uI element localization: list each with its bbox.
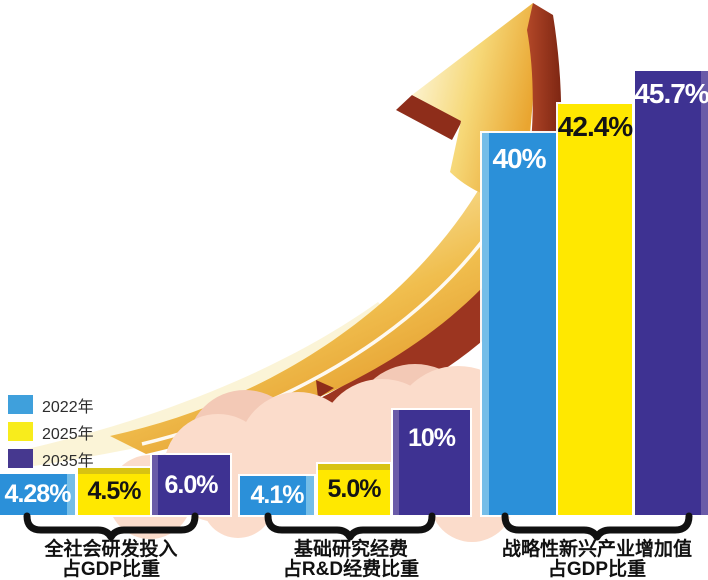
legend-item-2025: 2025年 — [8, 418, 94, 445]
bar-value-label: 5.0% — [327, 475, 382, 503]
bar-value-label: 4.5% — [87, 477, 142, 505]
bar-group1-2035: 6.0% — [152, 455, 230, 515]
bar-group2-2022: 4.1% — [240, 476, 314, 515]
bar-value-label: 40% — [492, 143, 546, 174]
bar-group2-2025: 5.0% — [318, 464, 390, 515]
bar-group1-2022: 4.28% — [0, 474, 75, 515]
legend-swatch-2022 — [8, 395, 33, 414]
group3-label-line2: 占GDP比重 — [547, 559, 647, 580]
group1-label-line2: 占GDP比重 — [61, 559, 161, 580]
group3-label: 战略性新兴产业增加值 占GDP比重 — [502, 540, 692, 580]
bar-group3-2025: 42.4% — [557, 104, 633, 515]
group2-label-line1: 基础研究经费 — [293, 539, 409, 560]
group2-label-line2: 占R&D经费比重 — [282, 559, 420, 580]
legend: 2022年 2025年 2035年 — [8, 391, 94, 472]
group2-label: 基础研究经费 占R&D经费比重 — [283, 540, 419, 580]
bar-group3-2035: 45.7% — [634, 71, 708, 515]
bar-value-label: 10% — [407, 424, 456, 452]
group3-label-line1: 战略性新兴产业增加值 — [501, 539, 693, 560]
bar-value-label: 42.4% — [557, 111, 633, 142]
legend-item-2035: 2035年 — [8, 445, 94, 472]
legend-swatch-2035 — [8, 449, 33, 468]
group1-label: 全社会研发投入 占GDP比重 — [44, 540, 177, 580]
bar-group3-2022: 40% — [482, 133, 556, 515]
legend-swatch-2025 — [8, 422, 33, 441]
bar-group1-2025: 4.5% — [78, 468, 150, 515]
bar-value-label: 6.0% — [164, 470, 219, 499]
bar-value-label: 4.28% — [4, 480, 72, 508]
group1-label-line1: 全社会研发投入 — [44, 539, 178, 560]
bar-value-label: 45.7% — [634, 78, 708, 109]
legend-label-2022: 2022年 — [42, 398, 94, 416]
bar-value-label: 4.1% — [250, 481, 305, 509]
legend-label-2025: 2025年 — [42, 425, 94, 443]
legend-label-2035: 2035年 — [42, 452, 94, 470]
bar-group2-2035: 10% — [393, 410, 470, 515]
legend-item-2022: 2022年 — [8, 391, 94, 418]
